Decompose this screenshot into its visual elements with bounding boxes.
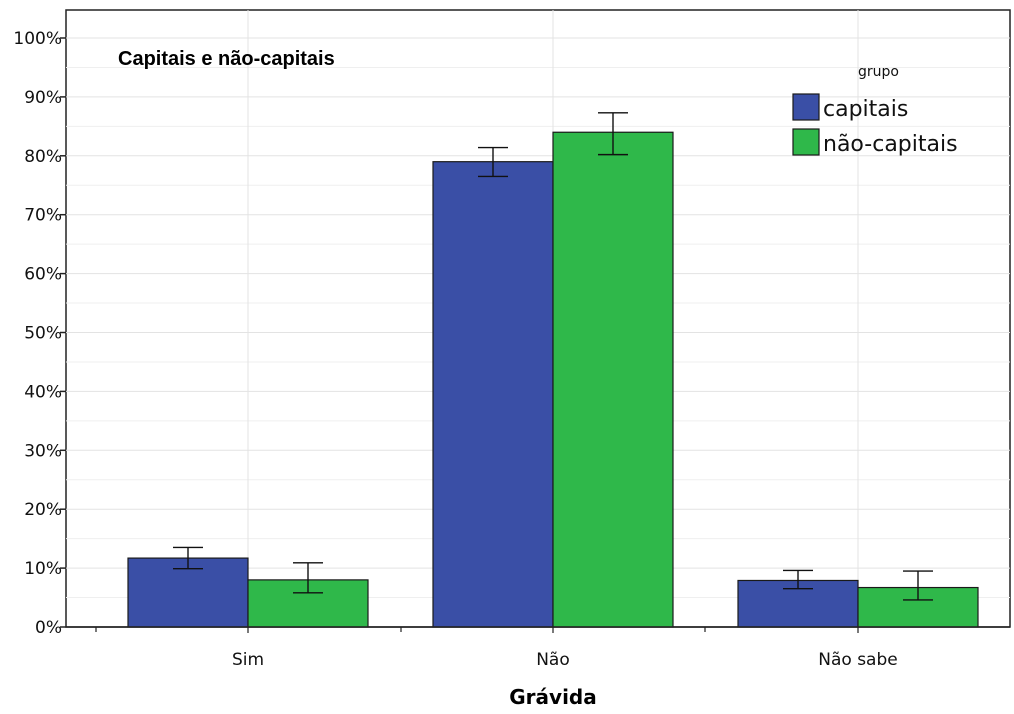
axis-layer: 0% 10% 20% 30% 40% 50% 60% 70% 80% 90% 100% Sim Não N… [13,29,1010,670]
x-tick-label: Não sabe [818,650,897,670]
y-tick-label: 0% [35,618,62,638]
y-tick-label: 40% [24,382,62,402]
y-tick-label: 60% [24,265,62,285]
error-bars-layer [173,112,933,601]
y-tick-label: 100% [13,29,62,49]
bar [552,131,674,628]
x-axis-title: Grávida [509,685,596,709]
bar [432,161,554,628]
x-tick-label: Não [536,650,570,670]
y-tick-label: 90% [24,88,62,108]
legend-label: não-capitais [823,132,958,157]
y-tick-label: 30% [24,441,62,461]
y-tick-label: 10% [24,559,62,579]
y-tick-label: 50% [24,324,62,344]
chart-title: Capitais e não-capitais [118,48,335,70]
legend: grupo capitais não-capitais [792,64,958,157]
y-tick-label: 20% [24,500,62,520]
legend-label: capitais [823,97,908,122]
legend-title: grupo [858,64,899,80]
y-tick-label: 80% [24,147,62,167]
y-tick-label: 70% [24,206,62,226]
legend-swatch [792,128,820,156]
x-tick-label: Sim [232,650,264,670]
bars-layer [127,131,979,628]
bar [127,557,249,628]
legend-swatch [792,93,820,121]
bar [857,586,979,628]
